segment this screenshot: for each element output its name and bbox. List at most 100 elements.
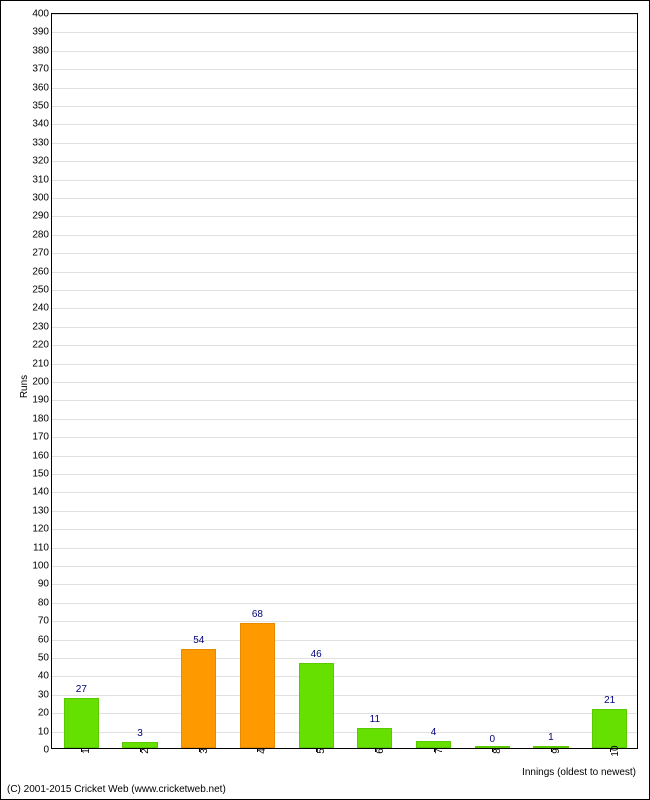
x-tick-label: 5 [316,748,327,754]
y-tick-label: 50 [38,653,49,664]
copyright-text: (C) 2001-2015 Cricket Web (www.cricketwe… [7,784,226,795]
y-tick-label: 110 [33,542,49,553]
gridline [52,456,637,457]
gridline [52,345,637,346]
y-tick-label: 160 [32,450,49,461]
y-tick-label: 280 [32,229,49,240]
y-tick-label: 80 [38,597,49,608]
y-tick-label: 230 [32,321,49,332]
gridline [52,603,637,604]
y-tick-label: 250 [32,285,49,296]
gridline [52,14,637,15]
gridline [52,51,637,52]
gridline [52,621,637,622]
bar [240,623,275,748]
y-tick-label: 150 [32,469,49,480]
y-tick-label: 130 [32,505,49,516]
y-tick-label: 10 [38,726,49,737]
chart-container: 0102030405060708090100110120130140150160… [0,0,650,800]
y-tick-label: 30 [38,689,49,700]
gridline [52,124,637,125]
bar-value-label: 1 [548,732,554,743]
gridline [52,327,637,328]
y-tick-label: 220 [32,340,49,351]
x-tick-label: 6 [375,748,386,754]
gridline [52,290,637,291]
y-tick-label: 20 [38,708,49,719]
y-tick-label: 120 [32,524,49,535]
y-tick-label: 210 [32,358,49,369]
gridline [52,584,637,585]
gridline [52,658,637,659]
gridline [52,400,637,401]
gridline [52,676,637,677]
plot-area: 0102030405060708090100110120130140150160… [51,13,638,749]
y-tick-label: 390 [32,27,49,38]
x-tick-label: 4 [257,748,268,754]
gridline [52,640,637,641]
y-tick-label: 70 [38,616,49,627]
y-tick-label: 200 [32,377,49,388]
gridline [52,529,637,530]
y-tick-label: 260 [32,266,49,277]
y-tick-label: 320 [32,156,49,167]
y-tick-label: 40 [38,671,49,682]
bar [64,698,99,748]
x-tick-label: 7 [434,748,445,754]
y-tick-label: 330 [32,137,49,148]
bar [299,663,334,748]
gridline [52,548,637,549]
y-tick-label: 350 [32,101,49,112]
gridline [52,143,637,144]
y-tick-label: 90 [38,579,49,590]
x-axis-title: Innings (oldest to newest) [522,767,636,778]
gridline [52,180,637,181]
gridline [52,216,637,217]
gridline [52,235,637,236]
y-tick-label: 370 [32,64,49,75]
y-tick-label: 340 [32,119,49,130]
y-tick-label: 310 [32,174,49,185]
bar-value-label: 21 [604,695,615,706]
gridline [52,511,637,512]
gridline [52,198,637,199]
y-tick-label: 360 [32,82,49,93]
y-axis-title: Runs [19,375,30,398]
y-tick-label: 180 [32,413,49,424]
y-tick-label: 100 [32,561,49,572]
gridline [52,88,637,89]
bar-value-label: 0 [489,734,495,745]
gridline [52,419,637,420]
y-tick-label: 140 [32,487,49,498]
x-tick-label: 1 [81,748,92,754]
y-tick-label: 240 [32,303,49,314]
x-tick-label: 8 [492,748,503,754]
gridline [52,253,637,254]
y-tick-label: 60 [38,634,49,645]
gridline [52,474,637,475]
bar [357,728,392,748]
y-tick-label: 0 [43,745,49,756]
gridline [52,32,637,33]
x-tick-label: 9 [551,748,562,754]
bar-value-label: 46 [311,649,322,660]
gridline [52,106,637,107]
y-tick-label: 290 [32,211,49,222]
bar [181,649,216,748]
bar-value-label: 4 [431,727,437,738]
gridline [52,382,637,383]
y-tick-label: 300 [32,193,49,204]
gridline [52,713,637,714]
bar-value-label: 3 [137,728,143,739]
gridline [52,695,637,696]
gridline [52,566,637,567]
x-tick-label: 2 [140,748,151,754]
y-tick-label: 270 [32,248,49,259]
gridline [52,492,637,493]
x-tick-label: 3 [199,748,210,754]
gridline [52,161,637,162]
gridline [52,364,637,365]
gridline [52,272,637,273]
bar-value-label: 54 [193,635,204,646]
y-tick-label: 380 [32,45,49,56]
